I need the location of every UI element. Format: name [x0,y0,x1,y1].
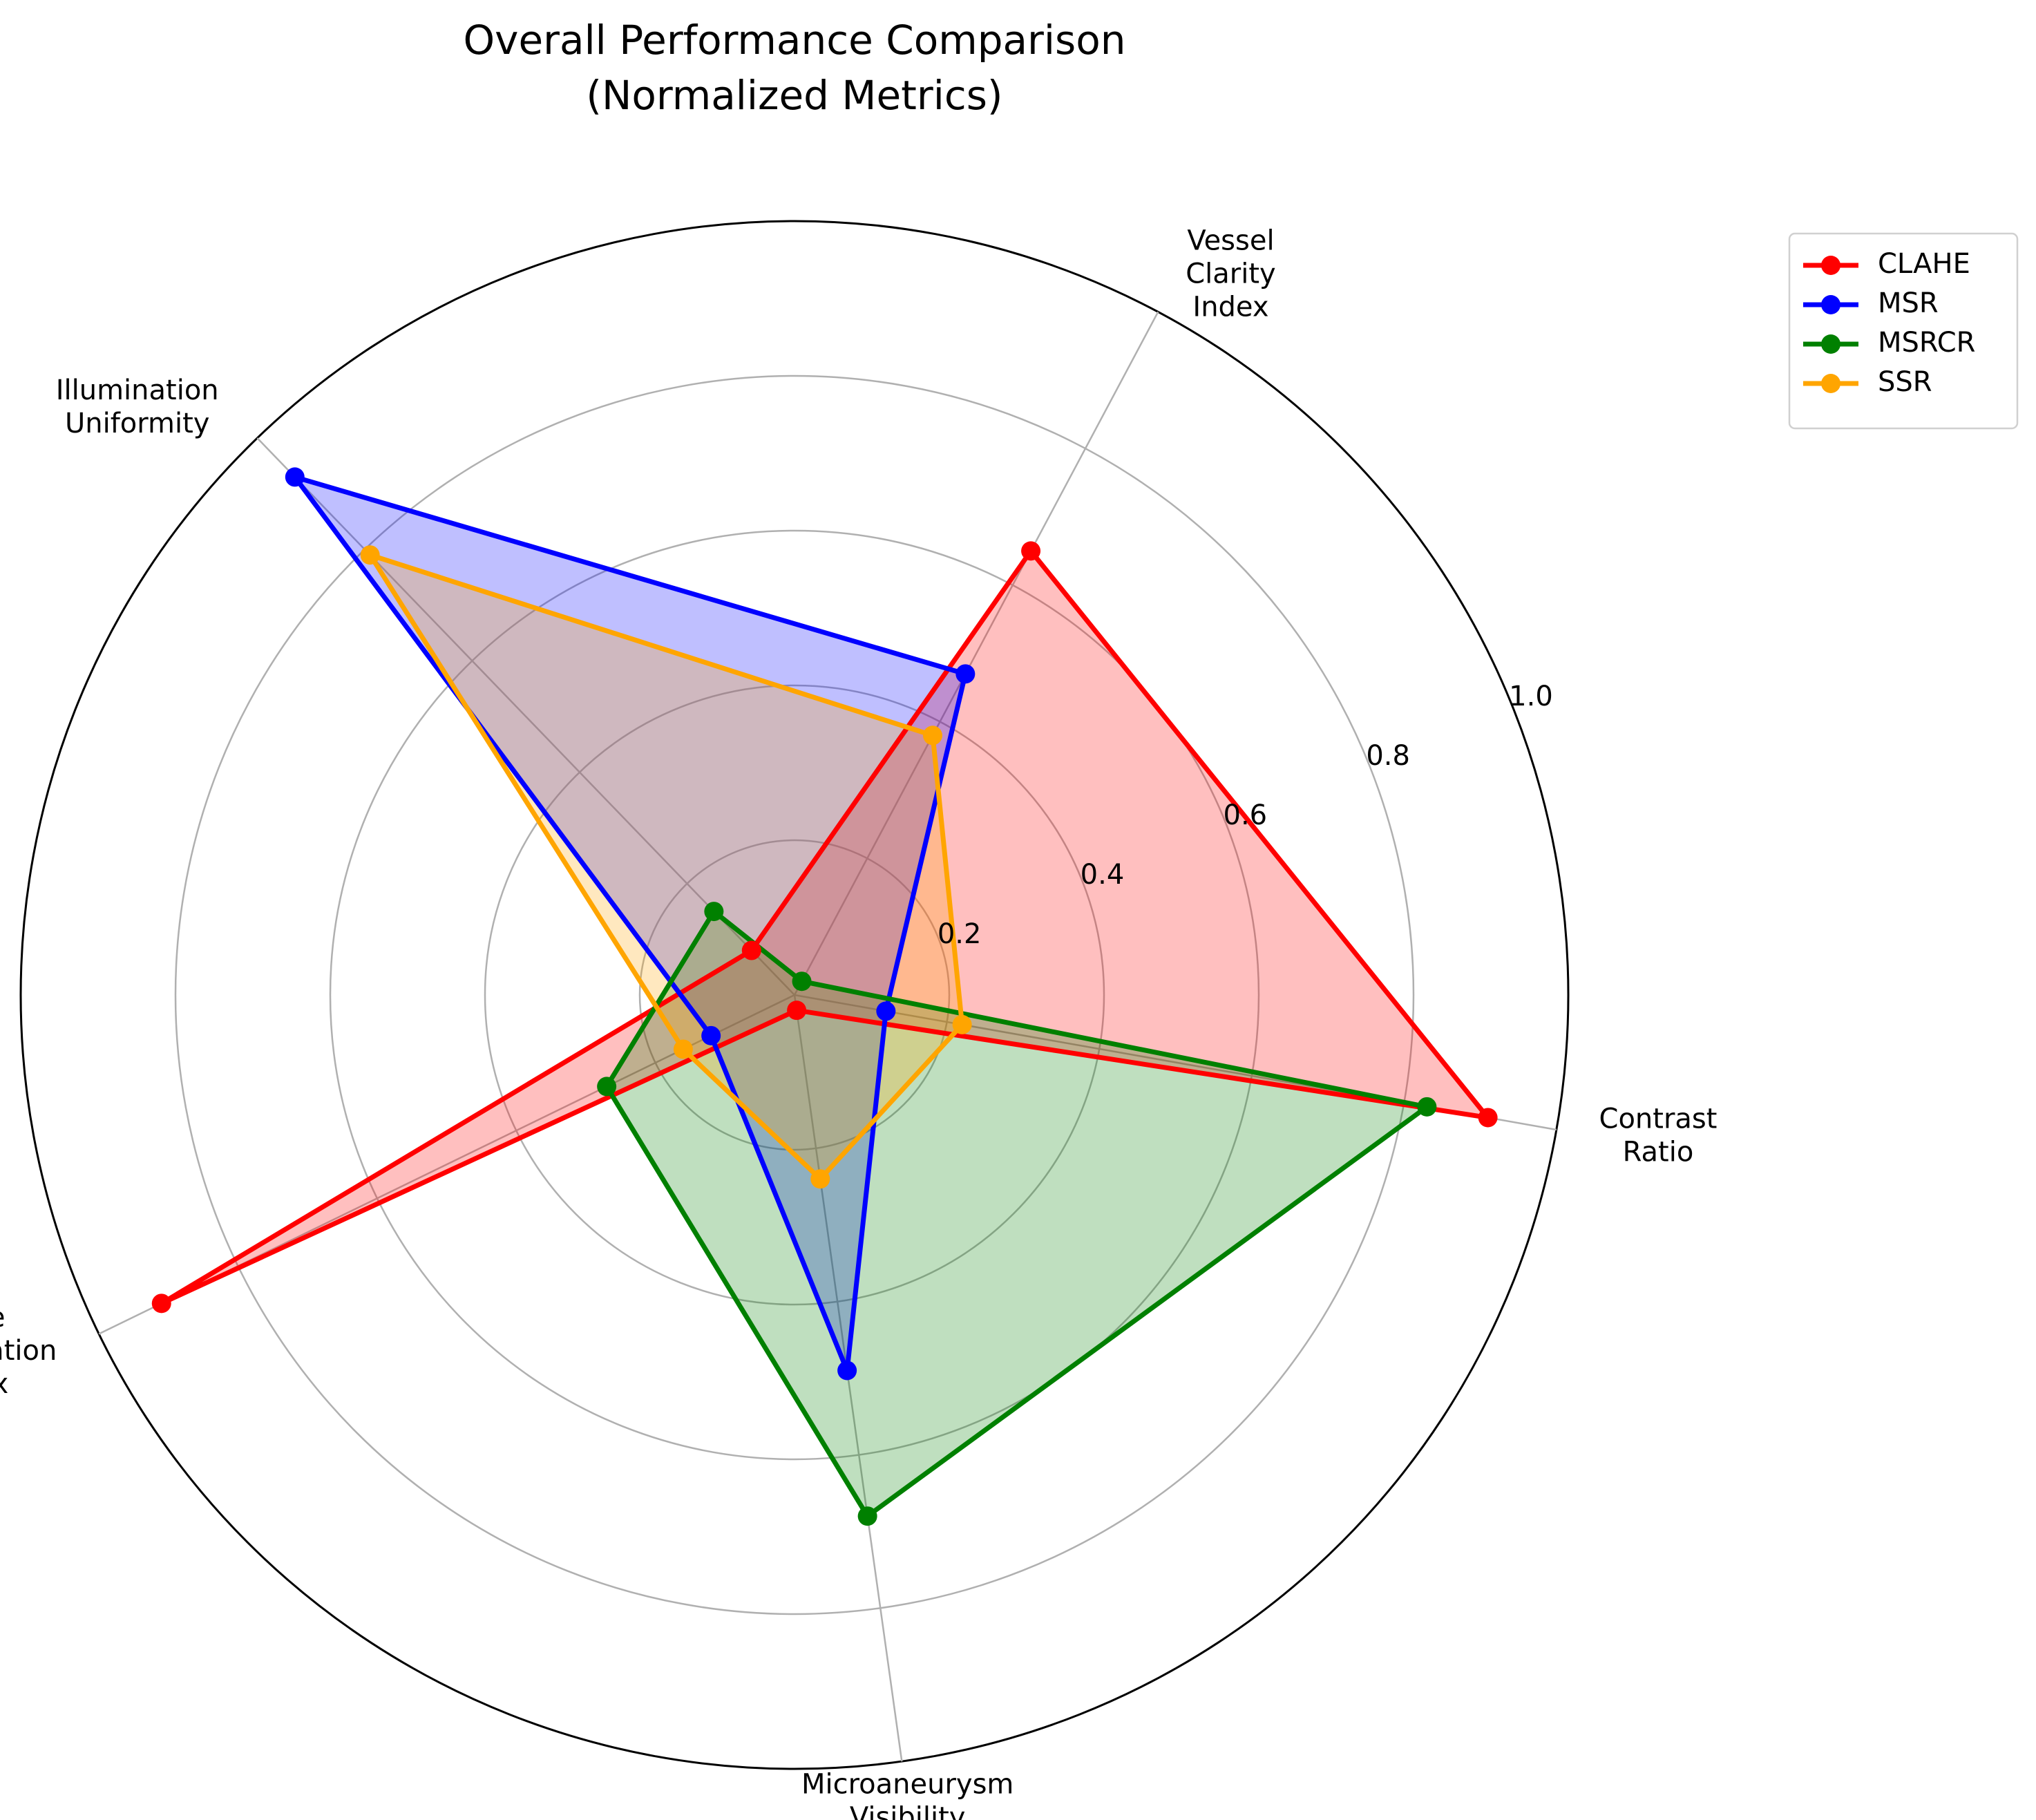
grid-circle [638,839,951,1151]
chart-title: Overall Performance Comparison (Normaliz… [464,17,1126,119]
legend-swatch-marker [1821,334,1840,354]
legend-entry-clahe: CLAHE [1803,248,1970,280]
data-point-msr-2 [285,467,305,487]
axis-label-line: Vessel [1187,225,1274,256]
data-point-clahe-4 [787,1001,807,1021]
radial-tick-label: 0.4 [1081,859,1125,891]
legend-label: SSR [1878,366,1932,398]
axis-label-line: Illumination [56,375,219,406]
grid-circle [329,529,1260,1461]
grid-circle [484,684,1105,1306]
grid-spoke [256,437,795,996]
grid-spoke [793,311,1159,996]
data-point-ssr-1 [922,726,942,746]
series-line-ssr [364,550,965,1183]
series-line-msrcr [604,907,1433,1520]
series-fill-clahe [161,551,1488,1304]
data-point-ssr-4 [810,1169,830,1189]
data-point-ssr-2 [360,545,380,565]
legend-label: CLAHE [1878,248,1970,280]
axis-label-line: Clarity [1186,258,1275,290]
axis-label-line: Edge [0,1302,6,1334]
data-point-ssr-3 [673,1039,693,1059]
legend-entry-msrcr: MSRCR [1803,327,1975,359]
axis-label-line: Contrast [1599,1103,1718,1135]
data-point-clahe-0 [1478,1108,1498,1128]
data-point-ssr-0 [952,1014,972,1034]
data-point-msrcr-2 [704,902,724,922]
axis-label-line: Preservation [0,1335,57,1367]
legend-label: MSR [1878,287,1939,319]
legend-swatch-marker [1821,295,1840,314]
data-point-msrcr-4 [857,1506,877,1526]
series-lines [160,473,1494,1520]
series-fill-ssr [370,555,962,1179]
radial-tick-label: 0.2 [938,918,982,950]
data-point-msrcr-3 [597,1077,617,1097]
data-point-msr-4 [837,1361,857,1381]
axis-label-line: Index [1192,291,1268,323]
axis-label-line: Uniformity [65,408,209,439]
data-point-msr-1 [955,664,976,684]
legend: CLAHE MSR MSRCR SSR [1788,232,2019,430]
data-point-clahe-3 [151,1293,171,1314]
chart-title-line-2: (Normalized Metrics) [586,72,1002,119]
legend-label: MSRCR [1878,327,1975,359]
series-fill-msrcr [607,911,1427,1517]
axis-label-line: Microaneurysm [801,1769,1014,1801]
data-point-msrcr-0 [1417,1097,1437,1117]
legend-swatch-marker [1821,256,1840,275]
data-point-msrcr-1 [792,971,812,992]
axis-label-line: Index [0,1368,8,1400]
radial-tick-label: 0.6 [1224,799,1268,831]
series-points [151,467,1498,1526]
data-point-clahe-2 [741,940,761,960]
axis-label-3: EdgePreservationIndex [0,1302,57,1400]
radial-tick-label: 1.0 [1509,681,1553,712]
legend-entry-msr: MSR [1803,287,1939,319]
series-line-clahe [160,547,1494,1306]
legend-box [1788,232,2019,430]
legend-entry-ssr: SSR [1803,366,1932,398]
legend-swatch-marker [1821,374,1840,393]
data-point-msr-0 [876,1001,896,1021]
data-point-clahe-1 [1021,541,1041,561]
axis-label-line: Visibility [850,1802,966,1820]
data-point-msr-3 [701,1025,721,1045]
grid-circle [174,375,1415,1615]
series-line-msr [288,473,969,1372]
radial-tick-label: 0.8 [1366,740,1410,772]
chart-title-line-1: Overall Performance Comparison [464,17,1126,64]
axis-label-line: Ratio [1623,1136,1694,1168]
outer-frame-circle [19,220,1570,1770]
axis-labels: ContrastRatioVesselClarityIndexIlluminat… [0,225,1717,1820]
radial-tick-labels: 0.2 0.4 0.6 0.8 1.0 [938,681,1553,950]
